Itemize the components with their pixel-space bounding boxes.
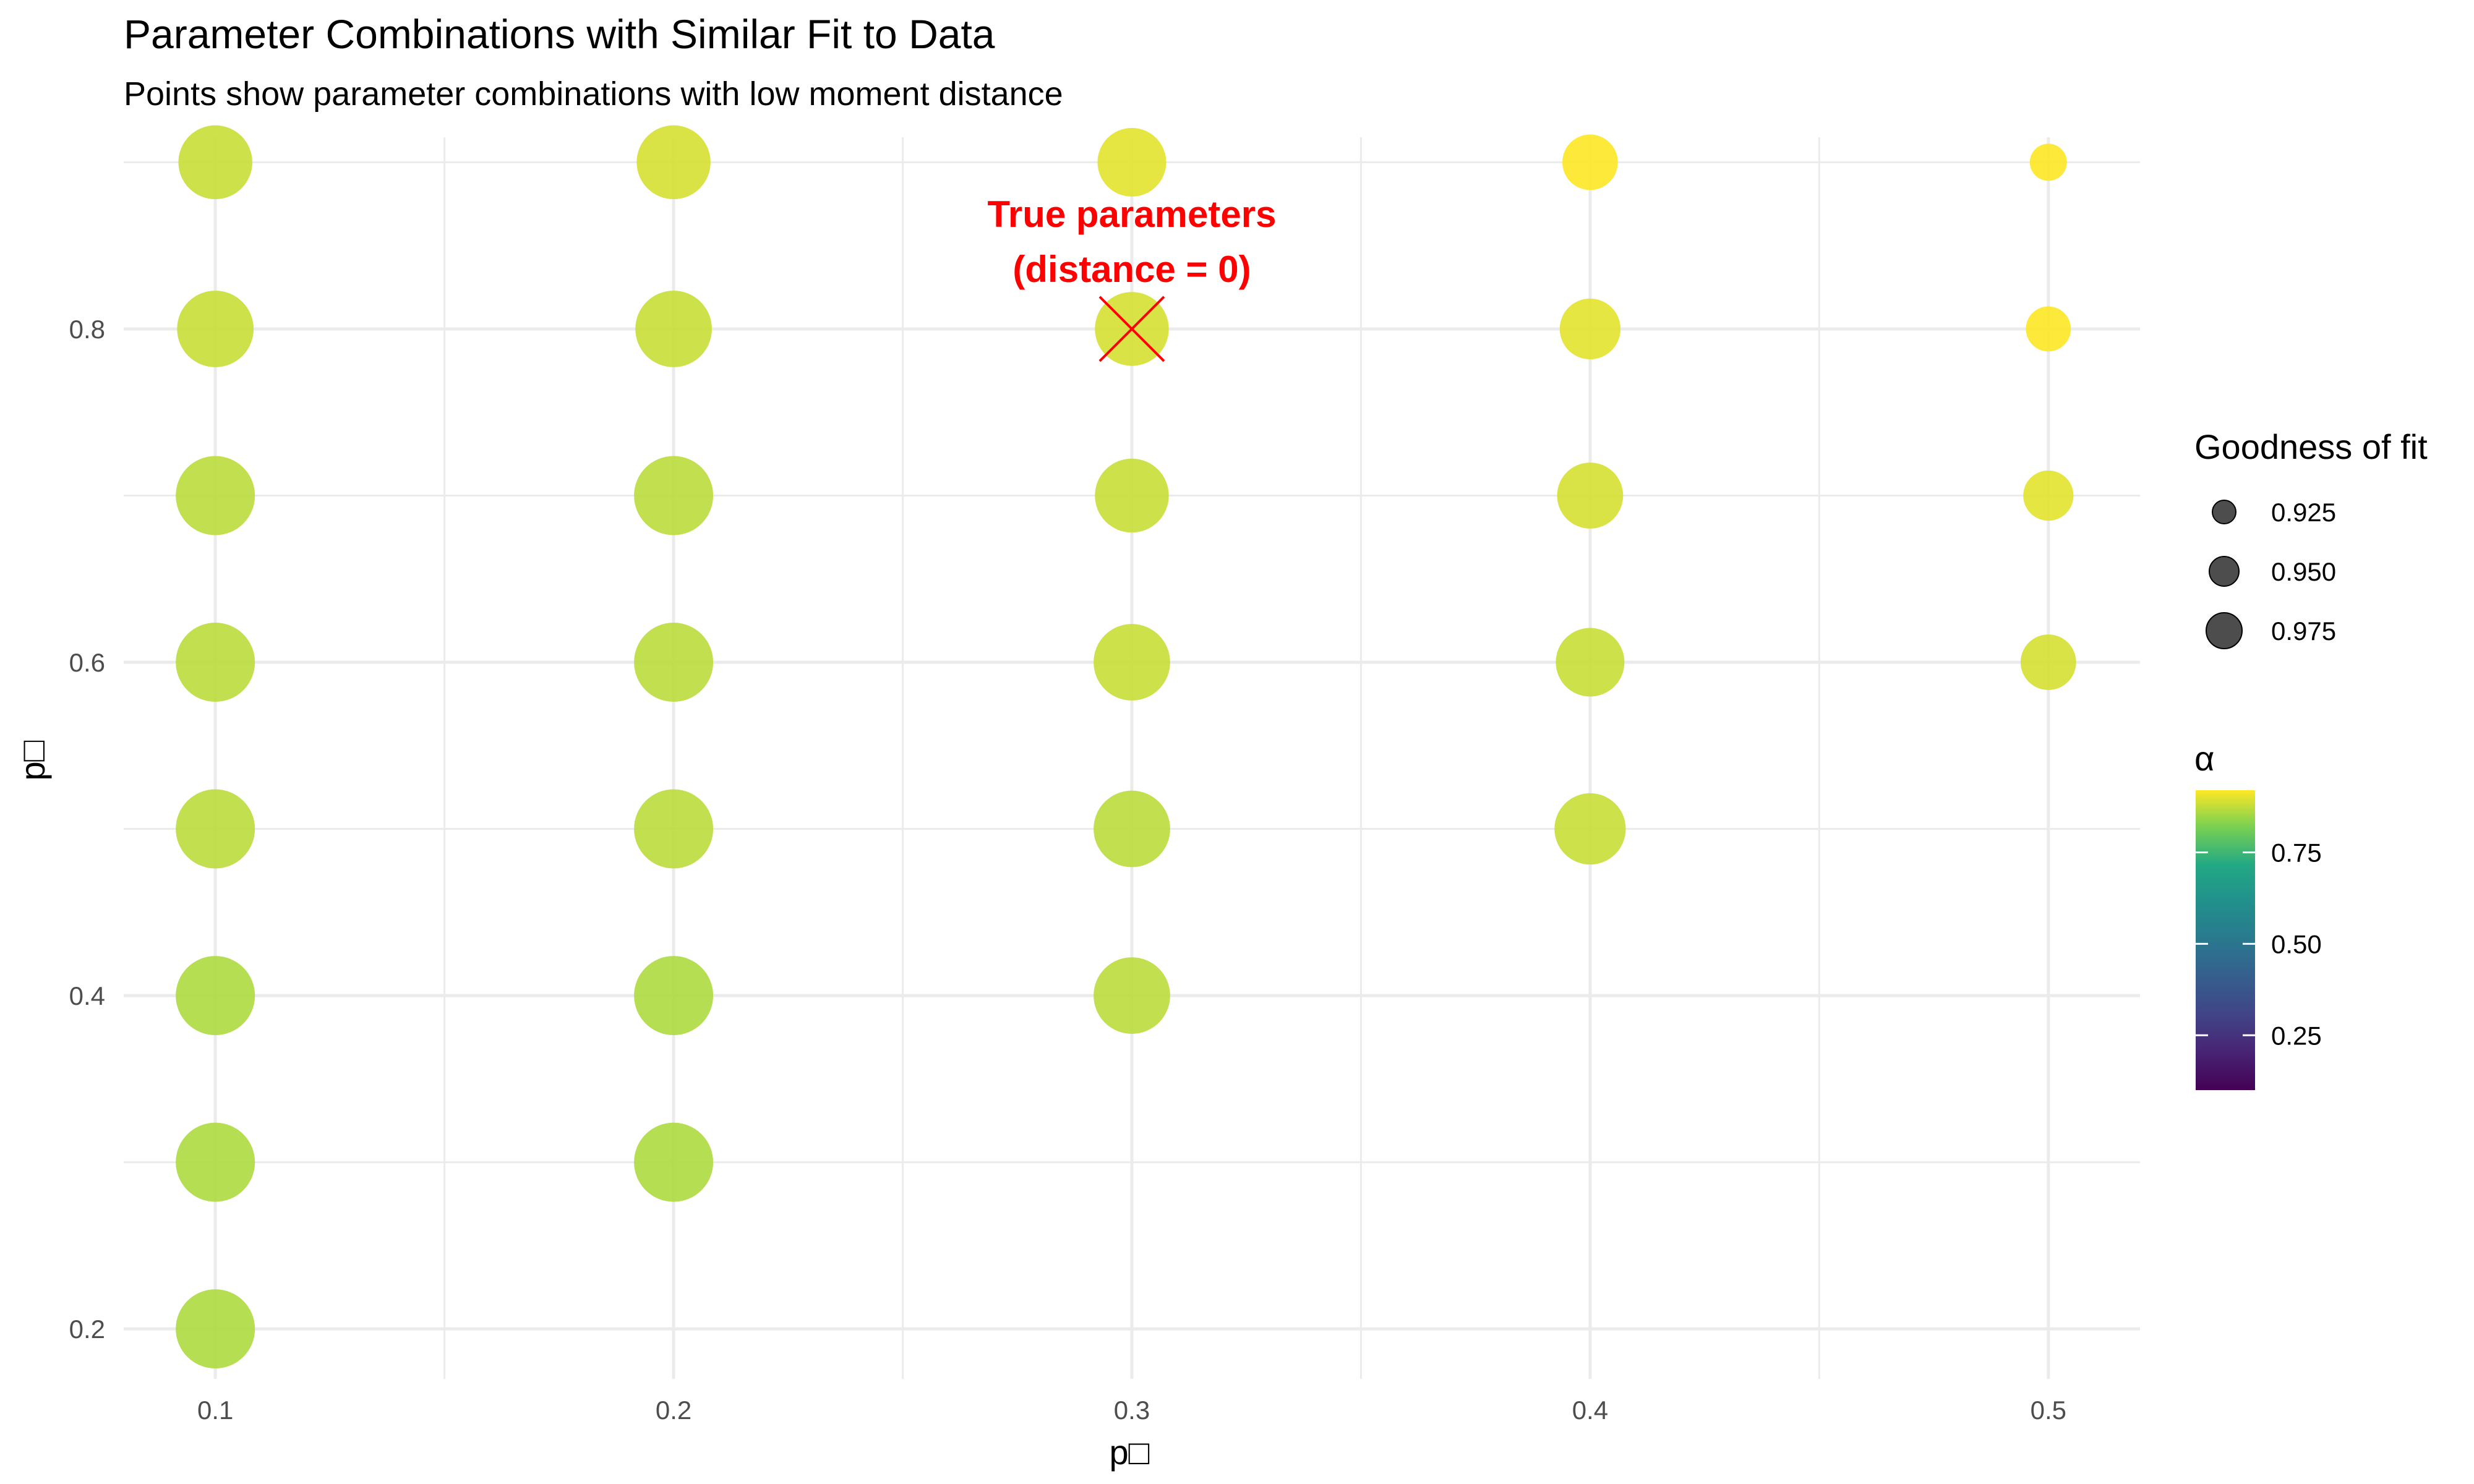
scatter-point (1094, 957, 1170, 1034)
scatter-point (1556, 628, 1625, 697)
size-legend: 0.925 0.950 0.975 (2206, 498, 2336, 649)
true-parameter-marker (1098, 296, 1165, 362)
scatter-point (634, 789, 714, 869)
scatter-point (177, 291, 254, 367)
colorbar-label: 0.25 (2271, 1021, 2322, 1050)
scatter-point (634, 623, 714, 702)
colorbar-label: 0.75 (2271, 838, 2322, 868)
scatter-point (1095, 458, 1169, 533)
scatter-point (635, 291, 712, 367)
scatter-point (176, 1289, 255, 1369)
annotation-line-2: (distance = 0) (1012, 249, 1251, 290)
scatter-point (1554, 793, 1626, 865)
x-tick-label: 0.2 (656, 1396, 691, 1425)
size-legend-label: 0.925 (2271, 498, 2336, 527)
data-points (176, 125, 2076, 1369)
scatter-point (2026, 306, 2071, 352)
size-legend-label: 0.950 (2271, 557, 2336, 586)
y-tick-label: 0.8 (69, 315, 105, 344)
scatter-point (1557, 463, 1624, 529)
y-tick-label: 0.6 (69, 648, 105, 677)
scatter-point (1559, 298, 1621, 360)
color-legend-title: α (2194, 739, 2214, 778)
scatter-point (176, 956, 255, 1036)
scatter-point (1094, 790, 1170, 868)
x-tick-label: 0.5 (2031, 1396, 2066, 1425)
scatter-point (2020, 634, 2076, 690)
colorbar (2196, 790, 2255, 1090)
scatter-point (176, 1122, 255, 1202)
scatter-point (634, 956, 714, 1036)
scatter-point (2029, 143, 2067, 181)
y-tick-label: 0.4 (69, 981, 105, 1010)
y-axis-label: p□ (13, 740, 52, 780)
x-axis-label: p□ (1110, 1433, 1150, 1472)
scatter-point (176, 623, 255, 702)
size-legend-key (2209, 556, 2240, 587)
axis-ticks: 0.1 0.2 0.3 0.4 0.5 0.2 0.4 0.6 0.8 (69, 315, 2066, 1425)
annotation-line-1: True parameters (988, 194, 1277, 235)
true-marker-stroke (1098, 296, 1165, 362)
color-legend: 0.25 0.50 0.75 (2196, 838, 2322, 1050)
size-legend-label: 0.975 (2271, 616, 2336, 646)
x-tick-label: 0.1 (197, 1396, 233, 1425)
scatter-point (176, 789, 255, 869)
size-legend-key (2212, 500, 2236, 524)
y-tick-label: 0.2 (69, 1315, 105, 1344)
scatter-point (176, 456, 255, 535)
scatter-point (178, 125, 252, 200)
x-tick-label: 0.4 (1572, 1396, 1608, 1425)
scatter-point (2023, 470, 2074, 521)
size-legend-title: Goodness of fit (2194, 427, 2428, 466)
scatter-point (1097, 127, 1166, 197)
scatter-point (636, 125, 711, 200)
chart-title: Parameter Combinations with Similar Fit … (124, 11, 995, 57)
x-tick-label: 0.3 (1114, 1396, 1150, 1425)
scatter-point (1094, 624, 1170, 701)
chart-subtitle: Points show parameter combinations with … (124, 75, 1063, 113)
scatter-point (634, 1122, 714, 1202)
size-legend-key (2206, 612, 2243, 649)
scatter-point (1562, 134, 1618, 190)
scatter-point (634, 456, 714, 535)
colorbar-label: 0.50 (2271, 929, 2322, 958)
